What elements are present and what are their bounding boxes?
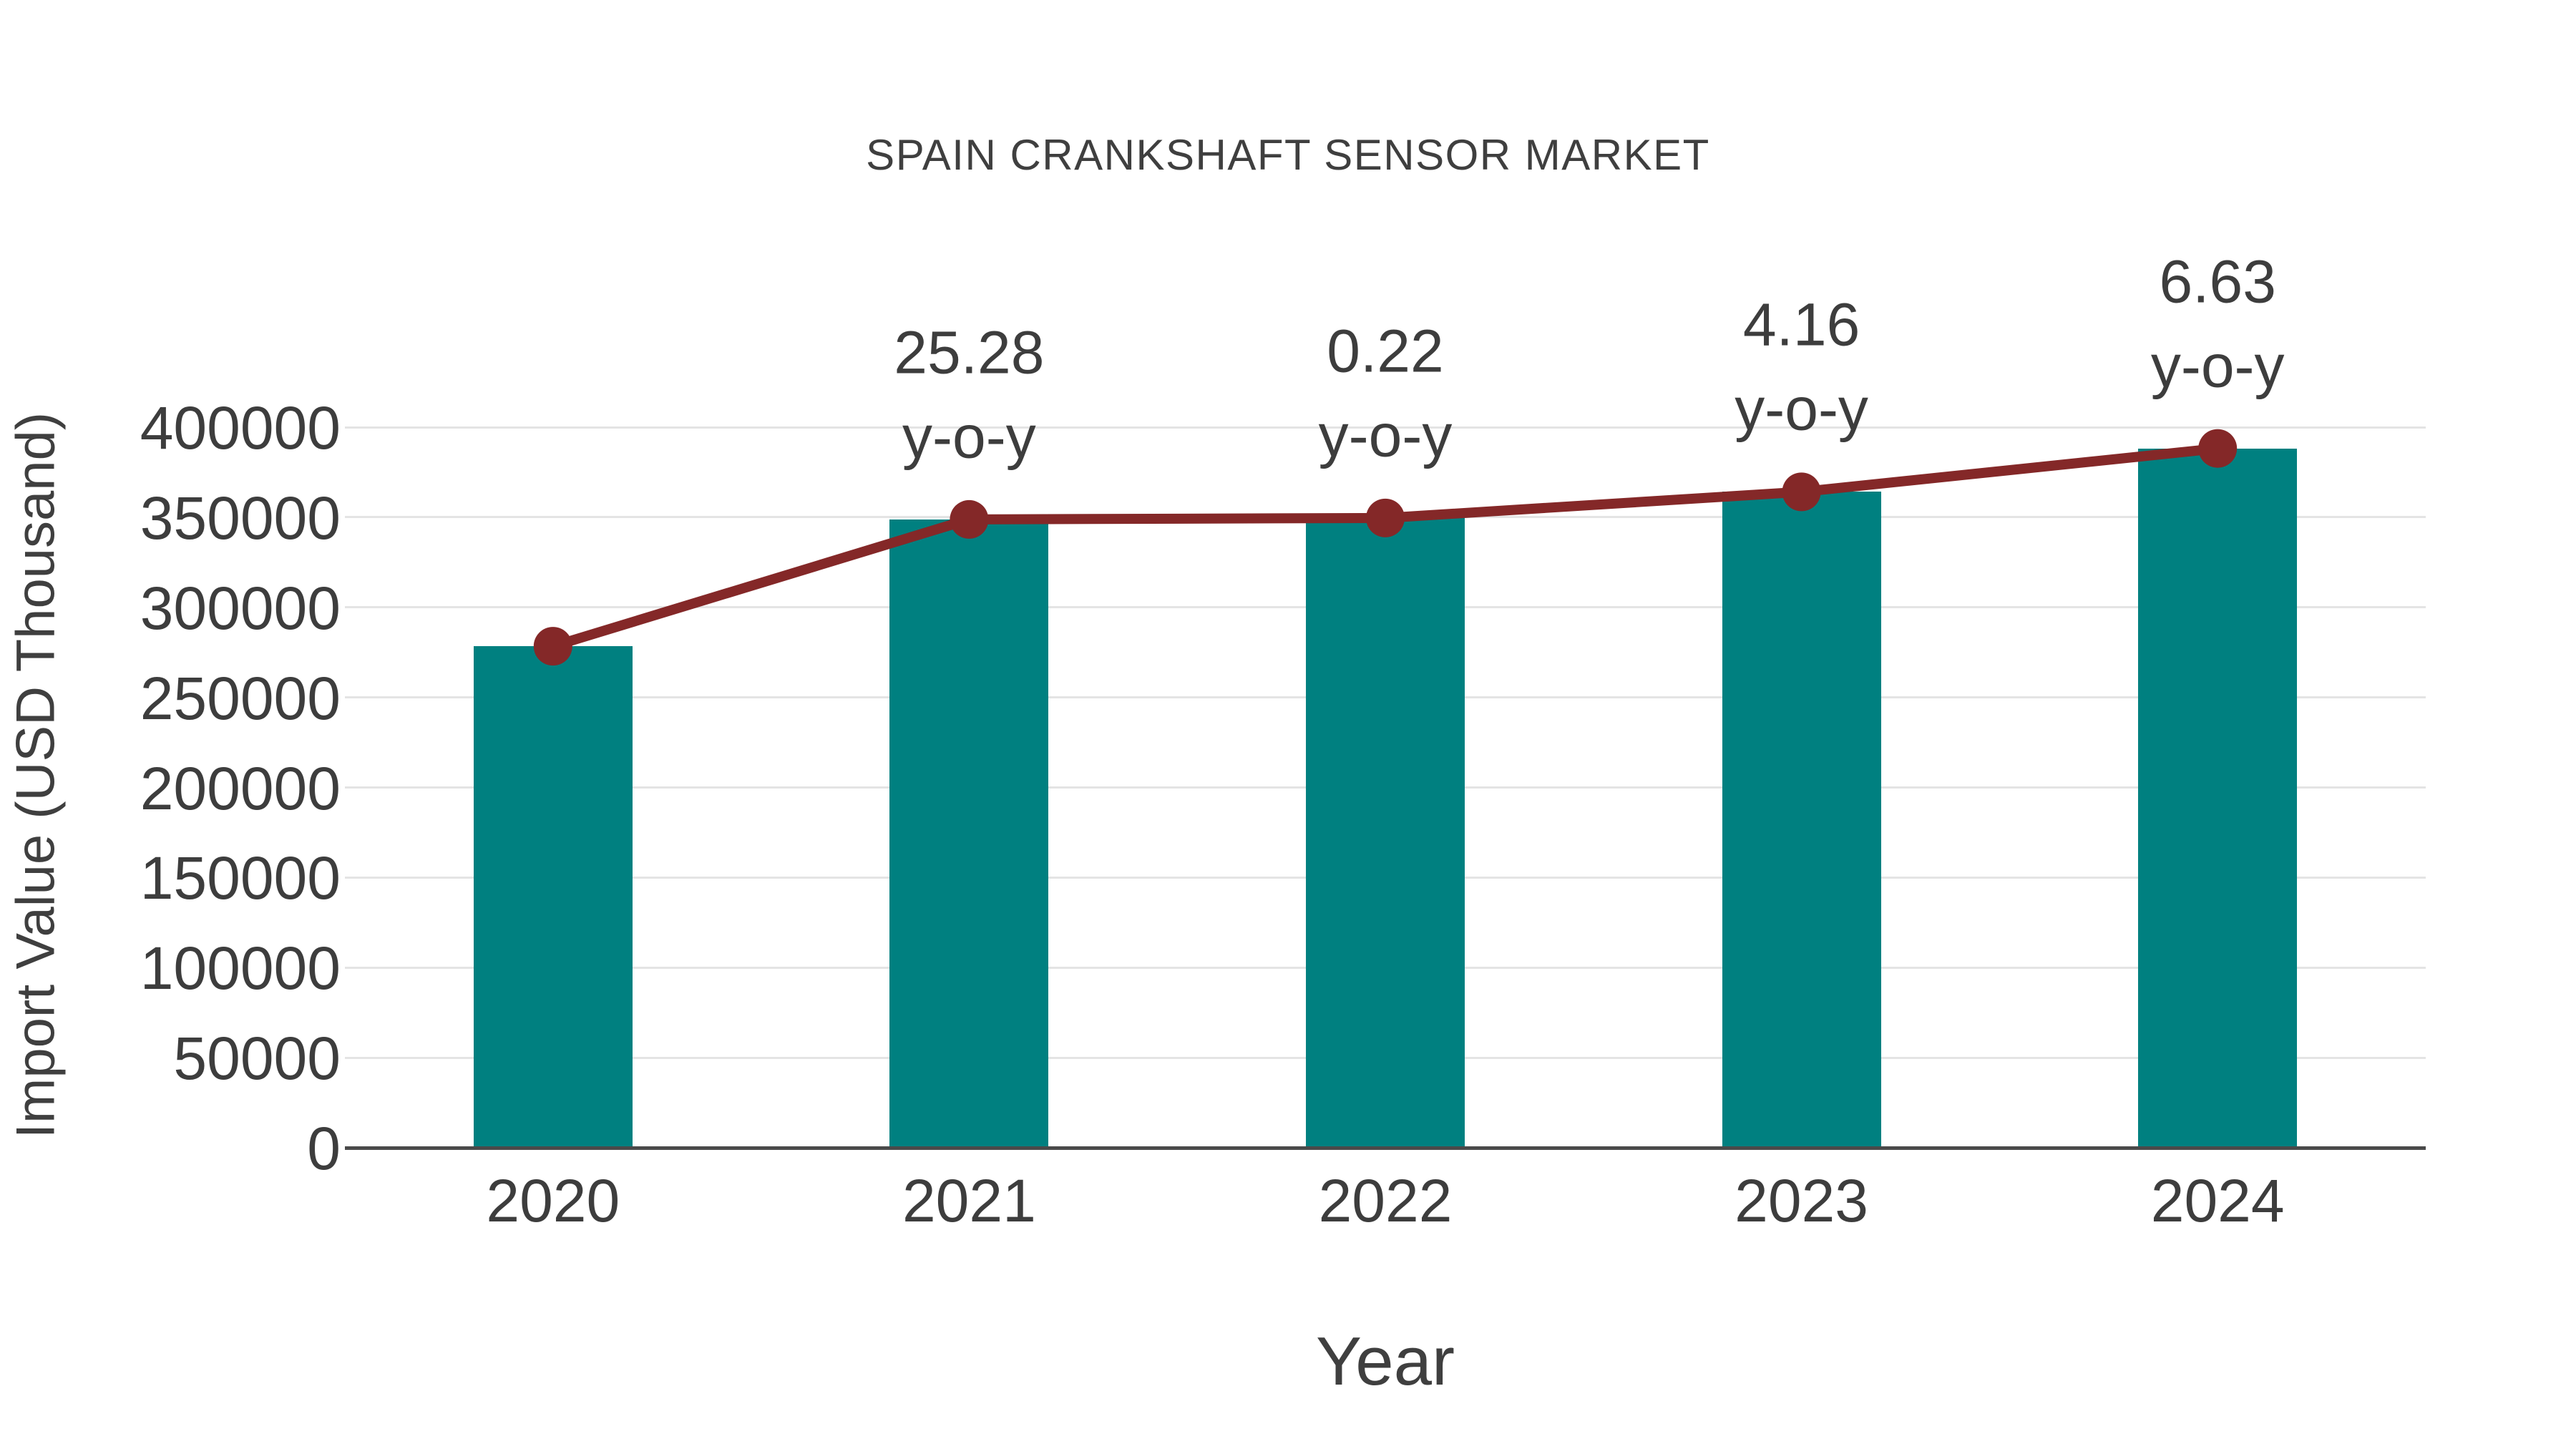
x-axis-title: Year (1316, 1323, 1455, 1400)
y-tick-label: 350000 (140, 484, 341, 552)
annotation-value-2023: 4.16 (1742, 291, 1860, 358)
bar-2023 (1722, 492, 1881, 1148)
trend-marker-2022 (1366, 498, 1405, 537)
bar-2024 (2138, 448, 2298, 1148)
x-tick-label-2022: 2022 (1318, 1167, 1453, 1234)
annotation-suffix-2022: y-o-y (1318, 401, 1453, 469)
y-tick-label: 150000 (140, 844, 341, 912)
annotation-suffix-2021: y-o-y (902, 403, 1036, 471)
trend-line (551, 443, 2218, 651)
trend-marker-2024 (2198, 429, 2238, 468)
bar-2022 (1306, 517, 1465, 1148)
annotation-value-2022: 0.22 (1327, 317, 1444, 385)
bar-2020 (473, 646, 633, 1148)
x-tick-label-2021: 2021 (902, 1167, 1036, 1234)
y-tick-label: 200000 (140, 754, 341, 822)
annotation-value-2024: 6.63 (2159, 248, 2276, 316)
trend-marker-2021 (950, 499, 989, 539)
x-tick-label-2023: 2023 (1735, 1167, 1869, 1234)
y-tick-label: 50000 (173, 1025, 341, 1093)
y-tick-label: 250000 (140, 664, 341, 732)
annotation-value-2021: 25.28 (894, 318, 1045, 386)
y-tick-label: 0 (307, 1115, 341, 1182)
trend-marker-2020 (533, 627, 572, 666)
annotation-suffix-2024: y-o-y (2150, 332, 2285, 400)
x-axis-line (345, 1146, 2426, 1150)
chart-title: SPAIN CRANKSHAFT SENSOR MARKET (866, 131, 1710, 179)
trend-marker-2023 (1782, 472, 1821, 512)
y-tick-label: 300000 (140, 574, 341, 642)
x-tick-label-2020: 2020 (486, 1167, 620, 1234)
x-tick-label-2024: 2024 (2150, 1167, 2285, 1234)
y-gridline (345, 426, 2426, 429)
y-tick-label: 100000 (140, 935, 341, 1002)
y-tick-label: 400000 (140, 394, 341, 462)
annotation-suffix-2023: y-o-y (1735, 375, 1868, 443)
bar-2021 (889, 519, 1049, 1148)
